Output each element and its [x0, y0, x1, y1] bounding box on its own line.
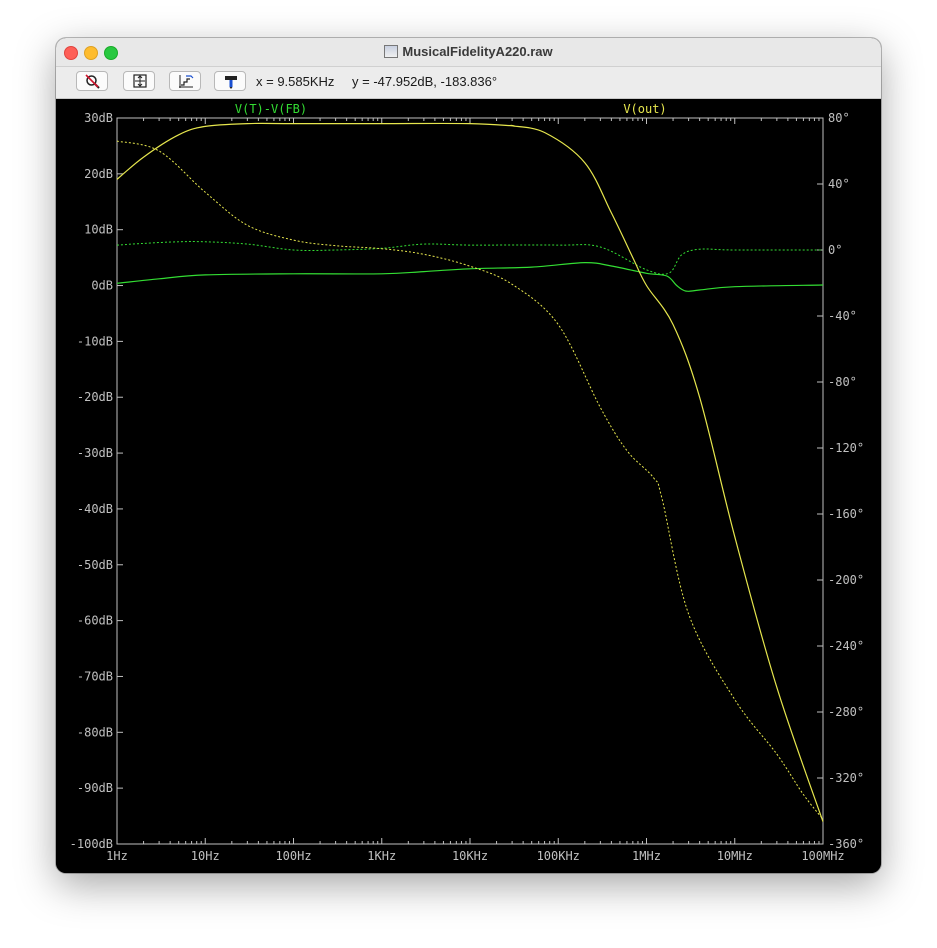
- y-right-tick-label: -160°: [828, 507, 864, 521]
- plot-background: [56, 99, 881, 873]
- cursor-x-readout: x = 9.585KHz: [256, 74, 335, 89]
- y-right-tick-label: -40°: [828, 309, 857, 323]
- x-tick-label: 100Hz: [275, 849, 311, 863]
- y-left-tick-label: -100dB: [70, 837, 113, 851]
- autorange-icon: [133, 74, 147, 88]
- cursor-y-readout: y = -47.952dB, -183.836°: [352, 74, 498, 89]
- minimize-button[interactable]: [84, 46, 98, 60]
- y-left-tick-label: 10dB: [84, 223, 113, 237]
- y-left-tick-label: -40dB: [77, 502, 113, 516]
- step-cursor-icon: [179, 75, 194, 88]
- title-bar[interactable]: MusicalFidelityA220.raw: [56, 38, 881, 67]
- x-tick-label: 100KHz: [537, 849, 580, 863]
- legend-series-1[interactable]: V(out): [623, 102, 666, 116]
- probe-button[interactable]: [214, 71, 246, 91]
- x-tick-label: 1Hz: [106, 849, 128, 863]
- x-tick-label: 10KHz: [452, 849, 488, 863]
- close-button[interactable]: [64, 46, 78, 60]
- x-tick-label: 10Hz: [191, 849, 220, 863]
- series-1-magnitude-line: [116, 122, 824, 822]
- y-right-tick-label: -320°: [828, 771, 864, 785]
- y-right-tick-label: -360°: [828, 837, 864, 851]
- magnifier-cancel-icon: [85, 74, 100, 89]
- x-tick-label: 1MHz: [632, 849, 661, 863]
- y-left-tick-label: -80dB: [77, 725, 113, 739]
- y-left-tick-label: 30dB: [84, 111, 113, 125]
- y-left-tick-label: 0dB: [91, 279, 113, 293]
- y-left-tick-label: -70dB: [77, 669, 113, 683]
- y-left-tick-label: -10dB: [77, 334, 113, 348]
- zoom-button[interactable]: [104, 46, 118, 60]
- cursor-step-button[interactable]: [169, 71, 201, 91]
- y-right-tick-label: -200°: [828, 573, 864, 587]
- waveform-viewer-window: MusicalFidelityA220.raw: [56, 38, 881, 873]
- y-right-tick-label: -280°: [828, 705, 864, 719]
- y-left-tick-label: -20dB: [77, 390, 113, 404]
- series-0-magnitude-line: [116, 261, 824, 292]
- y-left-tick-label: 20dB: [84, 167, 113, 181]
- series-0-phase-line: [116, 241, 824, 275]
- toolbar: x = 9.585KHz y = -47.952dB, -183.836°: [56, 67, 881, 99]
- y-right-tick-label: -120°: [828, 441, 864, 455]
- y-left-tick-label: -60dB: [77, 614, 113, 628]
- x-tick-label: 100MHz: [801, 849, 844, 863]
- waveform-file-icon: [384, 45, 399, 58]
- y-left-tick-label: -50dB: [77, 558, 113, 572]
- autorange-button[interactable]: [123, 71, 155, 91]
- bode-plot[interactable]: 1Hz 10Hz 100Hz 1KHz 10KHz 100KHz 1MHz 10MHz 100M…: [56, 99, 881, 873]
- x-tick-label: 10MHz: [717, 849, 753, 863]
- y-right-tick-label: -240°: [828, 639, 864, 653]
- probe-icon: [225, 76, 237, 89]
- y-right-tick-label: 80°: [828, 111, 850, 125]
- window-title-text: MusicalFidelityA220.raw: [402, 44, 553, 59]
- y-right-tick-label: -80°: [828, 375, 857, 389]
- zoom-cancel-button[interactable]: [76, 71, 108, 91]
- y-right-tick-label: 0°: [828, 243, 842, 257]
- window-title: MusicalFidelityA220.raw: [56, 44, 881, 59]
- y-left-tick-label: -90dB: [77, 781, 113, 795]
- x-tick-label: 1KHz: [367, 849, 396, 863]
- legend-series-0[interactable]: V(T)-V(FB): [235, 102, 307, 116]
- y-right-tick-label: 40°: [828, 177, 850, 191]
- y-left-tick-label: -30dB: [77, 446, 113, 460]
